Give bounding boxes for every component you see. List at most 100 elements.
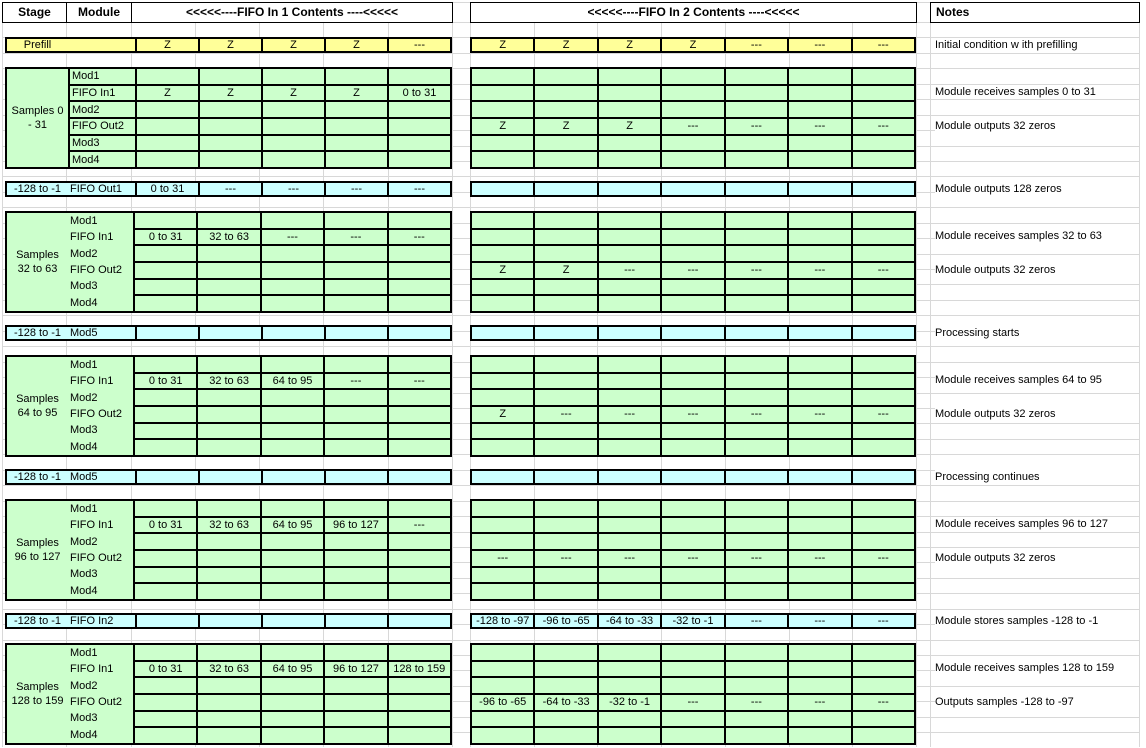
fifo1-cell[interactable]: 96 to 127 [325, 517, 387, 533]
fifo1-cell[interactable] [135, 728, 197, 743]
fifo1-cell[interactable] [261, 645, 324, 660]
fifo2-cell[interactable] [535, 517, 597, 533]
fifo1-cell[interactable]: --- [388, 229, 450, 245]
fifo2-cell[interactable] [472, 135, 534, 151]
fifo1-cell[interactable] [388, 246, 450, 261]
fifo1-cell[interactable] [388, 390, 450, 405]
fifo1-cell[interactable] [261, 567, 324, 583]
fifo2-cell[interactable] [789, 440, 851, 455]
fifo1-cell[interactable] [325, 246, 387, 261]
interstage-1-fifo2-cell[interactable] [787, 327, 850, 339]
fifo1-cell[interactable] [198, 695, 260, 710]
fifo1-cell[interactable] [198, 390, 260, 405]
fifo2-cell[interactable]: --- [789, 695, 851, 710]
fifo1-cell[interactable] [261, 390, 324, 405]
fifo1-cell[interactable] [198, 711, 260, 727]
fifo1-cell[interactable] [388, 711, 450, 727]
module-row-label[interactable]: Mod2 [70, 679, 98, 692]
fifo2-cell[interactable] [789, 373, 851, 389]
fifo2-cell[interactable]: --- [535, 551, 597, 566]
fifo1-cell[interactable] [388, 678, 450, 693]
fifo2-cell[interactable]: --- [725, 263, 788, 278]
fifo2-cell[interactable] [535, 678, 597, 693]
fifo2-cell[interactable] [472, 390, 534, 405]
fifo1-cell[interactable] [326, 102, 387, 117]
note-outputs[interactable]: Module outputs 32 zeros [935, 263, 1139, 277]
fifo2-cell[interactable] [789, 567, 851, 583]
prefill-fifo2-cell[interactable]: Z [533, 39, 596, 51]
fifo1-cell[interactable] [388, 534, 450, 549]
module-row-label[interactable]: FIFO Out2 [70, 119, 135, 134]
fifo1-cell[interactable] [198, 678, 260, 693]
prefill-fifo2-cell[interactable]: Z [660, 39, 723, 51]
module-row-label[interactable]: FIFO In1 [70, 375, 114, 388]
fifo2-cell[interactable] [789, 645, 851, 660]
fifo1-cell[interactable] [261, 246, 324, 261]
interstage-0-fifo2-cell[interactable] [533, 183, 596, 195]
fifo2-cell[interactable]: --- [789, 263, 851, 278]
interstage-0-fifo1-cell[interactable]: --- [198, 183, 261, 195]
fifo1-cell[interactable] [135, 246, 197, 261]
interstage-3-fifo1-cell[interactable] [387, 615, 450, 627]
fifo2-cell[interactable]: --- [725, 407, 788, 422]
module-row-label[interactable]: Mod3 [70, 568, 98, 581]
fifo2-cell[interactable] [725, 534, 788, 549]
fifo2-cell[interactable] [472, 229, 534, 245]
prefill-fifo1-cell[interactable]: Z [135, 39, 198, 51]
fifo2-cell[interactable] [852, 567, 914, 583]
fifo2-cell[interactable] [662, 517, 724, 533]
fifo1-cell[interactable]: 32 to 63 [198, 517, 260, 533]
fifo1-cell[interactable]: 0 to 31 [135, 661, 197, 677]
interstage-2-fifo1-cell[interactable] [324, 471, 387, 483]
header-fifo-in1-contents[interactable]: <<<<<----FIFO In 1 Contents ----<<<<< [131, 2, 453, 23]
interstage-0-fifo2-cell[interactable] [472, 183, 533, 195]
fifo2-cell[interactable] [535, 534, 597, 549]
module-row-label[interactable]: Mod4 [70, 728, 98, 741]
module-row-label[interactable]: Mod1 [70, 647, 98, 660]
fifo2-cell[interactable] [852, 661, 914, 677]
fifo1-cell[interactable] [198, 246, 260, 261]
fifo2-cell[interactable] [535, 102, 597, 117]
fifo1-cell[interactable]: 64 to 95 [261, 373, 324, 389]
header-notes[interactable]: Notes [930, 2, 1140, 23]
fifo1-cell[interactable]: 128 to 159 [388, 661, 450, 677]
fifo1-cell[interactable] [135, 678, 197, 693]
fifo1-cell[interactable] [388, 551, 450, 566]
prefill-fifo2-cell[interactable]: --- [723, 39, 787, 51]
fifo2-cell[interactable] [852, 213, 914, 228]
fifo2-cell[interactable] [852, 246, 914, 261]
fifo2-cell[interactable]: Z [598, 119, 661, 134]
fifo1-cell[interactable] [135, 534, 197, 549]
module-row-label[interactable]: FIFO In1 [70, 231, 114, 244]
fifo2-cell[interactable] [535, 661, 597, 677]
fifo1-cell[interactable] [263, 69, 324, 84]
fifo2-cell[interactable] [852, 135, 914, 151]
fifo2-cell[interactable] [598, 440, 661, 455]
fifo2-cell[interactable] [662, 501, 724, 516]
header-stage[interactable]: Stage [2, 2, 67, 23]
fifo1-cell[interactable] [198, 567, 260, 583]
fifo2-cell[interactable] [535, 357, 597, 372]
fifo1-cell[interactable] [135, 584, 197, 599]
module-row-label[interactable]: Mod3 [70, 135, 135, 151]
interstage-2-fifo2-cell[interactable] [850, 471, 914, 483]
fifo1-cell[interactable] [135, 357, 197, 372]
module-row-label[interactable]: FIFO In1 [70, 519, 114, 532]
fifo2-cell[interactable] [725, 85, 788, 101]
prefill-fifo2-cell[interactable]: --- [850, 39, 914, 51]
fifo1-cell[interactable] [135, 213, 197, 228]
interstage-2-fifo2-cell[interactable] [533, 471, 596, 483]
interstage-3-fifo2-cell[interactable]: -64 to -33 [596, 615, 660, 627]
module-row-label[interactable]: Mod1 [70, 69, 135, 84]
fifo2-cell[interactable] [472, 501, 534, 516]
fifo1-cell[interactable] [325, 711, 387, 727]
note-interstage[interactable]: Processing continues [935, 470, 1139, 484]
fifo1-cell[interactable] [388, 423, 450, 439]
fifo2-cell[interactable] [789, 279, 851, 295]
fifo1-cell[interactable] [325, 534, 387, 549]
fifo1-cell[interactable] [326, 69, 387, 84]
fifo2-cell[interactable] [472, 534, 534, 549]
fifo1-cell[interactable]: 32 to 63 [198, 661, 260, 677]
fifo2-cell[interactable] [725, 135, 788, 151]
fifo2-cell[interactable] [852, 517, 914, 533]
